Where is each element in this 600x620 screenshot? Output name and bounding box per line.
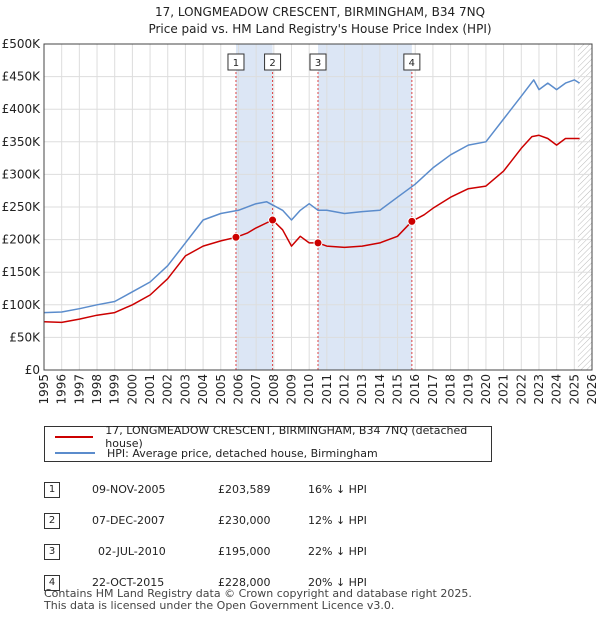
hpi-line (43, 79, 580, 314)
x-tick-label: 2003 (178, 374, 192, 405)
x-tick-label: 2004 (196, 374, 210, 405)
sale-point (313, 238, 323, 248)
x-tick-label: 2025 (567, 374, 581, 405)
legend-swatch-price (55, 436, 94, 438)
x-tick-label: 2021 (497, 374, 511, 405)
sale-marker-box (403, 53, 421, 71)
x-tick-label: 2023 (532, 374, 546, 405)
sale-marker-box (264, 53, 282, 71)
y-tick-label: £450K (2, 70, 42, 84)
x-tick-label: 2024 (550, 374, 564, 405)
footer-line-2: This data is licensed under the Open Gov… (44, 599, 395, 612)
x-tick-label: 2009 (284, 374, 298, 405)
sale-date: 09-NOV-2005 (92, 483, 166, 496)
sale-hpi-diff: 22% ↓ HPI (308, 545, 367, 558)
price-chart: 17, LONGMEADOW CRESCENT, BIRMINGHAM, B34… (2, 5, 599, 405)
x-tick-label: 2012 (338, 374, 352, 405)
y-tick-label: £100K (2, 298, 42, 312)
chart-title: 17, LONGMEADOW CRESCENT, BIRMINGHAM, B34… (155, 5, 485, 19)
sale-marker-label: 3 (315, 58, 321, 69)
x-tick-label: 2016 (408, 374, 422, 405)
x-tick-label: 1999 (108, 374, 122, 405)
sale-marker-box (227, 53, 245, 71)
x-tick-label: 2005 (214, 374, 228, 405)
x-tick-label: 1995 (37, 374, 51, 405)
x-tick-label: 2001 (143, 374, 157, 405)
x-tick-label: 2020 (479, 374, 493, 405)
legend-item-hpi: HPI: Average price, detached house, Birm… (55, 445, 378, 461)
x-tick-label: 1997 (72, 374, 86, 405)
sale-marker-label: 1 (233, 58, 239, 69)
x-tick-label: 2000 (125, 374, 139, 405)
y-tick-label: £200K (2, 233, 42, 247)
footer-attribution: Contains HM Land Registry data © Crown c… (44, 588, 472, 612)
table-row: 2 07-DEC-2007 £230,000 12% ↓ HPI (44, 505, 428, 536)
sale-hpi-diff: 16% ↓ HPI (308, 483, 367, 496)
y-tick-label: £350K (2, 135, 42, 149)
sale-point (231, 232, 241, 242)
chart-subtitle: Price paid vs. HM Land Registry's House … (148, 22, 491, 36)
legend-label-hpi: HPI: Average price, detached house, Birm… (107, 446, 378, 460)
table-row: 4 22-OCT-2015 £228,000 20% ↓ HPI (44, 567, 428, 598)
x-tick-label: 2022 (514, 374, 528, 405)
sale-marker-label: 2 (269, 58, 275, 69)
sale-number: 3 (44, 543, 60, 560)
x-tick-label: 2018 (444, 374, 458, 405)
sale-point (407, 216, 417, 226)
legend-label-price: 17, LONGMEADOW CRESCENT, BIRMINGHAM, B34… (105, 424, 468, 450)
x-tick-label: 2017 (426, 374, 440, 405)
sale-marker-box (309, 53, 327, 71)
plot-frame (43, 43, 593, 371)
x-tick-label: 2015 (391, 374, 405, 405)
x-tick-label: 2014 (373, 374, 387, 405)
x-tick-label: 2007 (249, 374, 263, 405)
sale-number: 4 (44, 574, 60, 591)
sale-point (268, 215, 278, 225)
y-tick-label: £250K (2, 200, 42, 214)
sale-hpi-diff: 12% ↓ HPI (308, 514, 367, 527)
x-tick-label: 2013 (355, 374, 369, 405)
sale-date: 07-DEC-2007 (92, 514, 166, 527)
x-tick-label: 2019 (461, 374, 475, 405)
x-tick-label: 2011 (320, 374, 334, 405)
x-tick-label: 2008 (267, 374, 281, 405)
y-tick-label: £150K (2, 265, 42, 279)
x-tick-label: 2002 (161, 374, 175, 405)
table-row: 3 02-JUL-2010 £195,000 22% ↓ HPI (44, 536, 428, 567)
legend: 17, LONGMEADOW CRESCENT, BIRMINGHAM, B34… (44, 424, 492, 462)
x-tick-label: 2006 (231, 374, 245, 405)
sales-table: 1 09-NOV-2005 £203,589 16% ↓ HPI 2 07-DE… (44, 474, 428, 598)
price-paid-line (43, 134, 580, 324)
table-row: 1 09-NOV-2005 £203,589 16% ↓ HPI (44, 474, 428, 505)
sale-date: 02-JUL-2010 (98, 545, 166, 558)
footer-line-1: Contains HM Land Registry data © Crown c… (44, 587, 472, 600)
x-tick-label: 1996 (55, 374, 69, 405)
legend-item-price: 17, LONGMEADOW CRESCENT, BIRMINGHAM, B34… (55, 424, 491, 450)
y-tick-label: £300K (2, 167, 42, 181)
x-tick-label: 1998 (90, 374, 104, 405)
y-tick-label: £50K (9, 330, 41, 344)
sale-number: 1 (44, 481, 60, 498)
x-tick-label: 2010 (302, 374, 316, 405)
sale-hpi-diff: 20% ↓ HPI (308, 576, 367, 589)
sale-date: 22-OCT-2015 (92, 576, 165, 589)
sale-number: 2 (44, 512, 60, 529)
sale-price: £195,000 (218, 545, 271, 558)
legend-swatch-hpi (55, 452, 95, 454)
sale-price: £228,000 (218, 576, 271, 589)
sale-price: £203,589 (218, 483, 271, 496)
x-tick-label: 2026 (585, 374, 599, 405)
y-tick-label: £500K (2, 37, 42, 51)
sale-price: £230,000 (218, 514, 271, 527)
y-tick-label: £0 (25, 363, 40, 377)
sale-marker-label: 4 (409, 58, 415, 69)
y-tick-label: £400K (2, 102, 42, 116)
